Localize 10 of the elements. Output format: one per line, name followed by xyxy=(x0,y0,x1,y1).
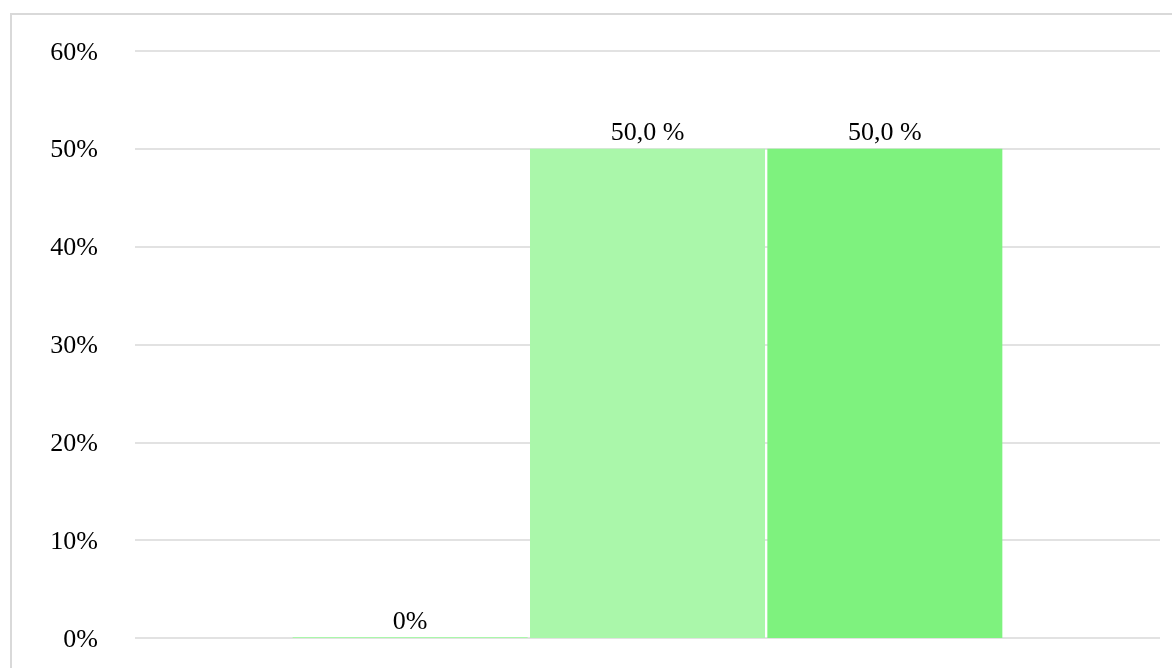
data-label: 50,0 % xyxy=(610,117,685,147)
y-tick-label: 50% xyxy=(50,134,98,164)
y-tick-label: 10% xyxy=(50,525,98,555)
y-tick-label: 20% xyxy=(50,427,98,457)
data-label: 50,0 % xyxy=(848,117,922,147)
data-label: 0% xyxy=(392,605,428,635)
y-tick-label: 40% xyxy=(50,232,98,262)
y-tick-label: 30% xyxy=(50,330,98,359)
y-tick-label: 60% xyxy=(50,36,98,66)
y-tick-label: 0% xyxy=(63,623,98,653)
